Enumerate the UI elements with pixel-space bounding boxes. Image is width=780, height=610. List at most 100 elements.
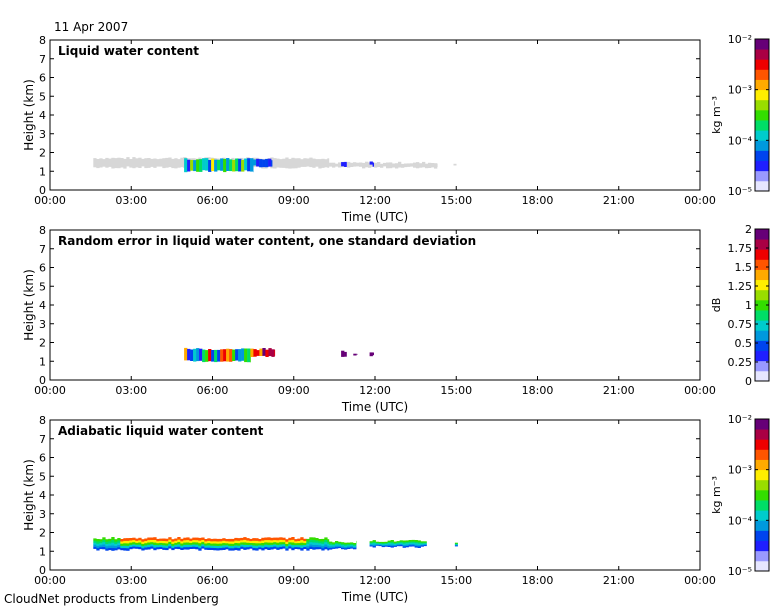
layer-cell [276,537,280,541]
layer-cell [255,538,259,541]
layer-cell [255,540,259,544]
layer-cell [177,539,181,543]
colorbar-swatch [755,299,769,311]
layer-cell [93,540,97,543]
layer-cell [282,537,286,541]
gray-cloud-cell [350,162,354,167]
layer-cell [204,547,208,550]
gray-cloud-cell [356,162,360,167]
data-cell [214,159,218,172]
gray-cloud-cell [297,158,301,168]
y-tick-label: 2 [39,337,46,350]
colorbar-label: kg m⁻³ [710,476,723,514]
layer-cell [219,538,223,542]
layer-cell [420,542,424,544]
layer-cell [114,545,118,549]
colorbar-swatch [755,340,769,351]
layer-cell [219,543,223,546]
layer-cell [183,544,187,548]
layer-cell [159,544,163,547]
y-axis-label: Height (km) [22,79,36,150]
layer-cell [294,539,298,542]
layer-cell [332,543,336,546]
layer-cell [168,546,172,549]
gray-cloud-cell [111,157,115,169]
colorbar-swatch [755,89,769,101]
layer-cell [189,544,193,547]
data-cell [193,160,197,172]
layer-cell [261,540,265,543]
layer-cell [144,547,148,550]
colorbar-tick-label: 0.25 [728,356,753,369]
colorbar-swatch [755,279,769,291]
layer-cell [454,544,458,545]
layer-cell [369,544,373,546]
colorbar-swatch [755,540,769,552]
data-cell [187,159,191,172]
layer-cell [303,546,307,549]
gray-cloud-cell [335,163,339,167]
data-cell [256,158,260,167]
layer-cell [273,544,277,547]
data-cell [259,159,263,168]
layer-cell [117,544,121,548]
layer-cell [123,538,127,541]
gray-cloud-cell [144,158,148,169]
y-tick-label: 8 [39,414,46,427]
gray-cloud-cell [386,162,390,169]
colorbar-tick-label: 1.5 [735,261,753,274]
layer-cell [393,545,397,547]
data-layer [184,347,374,363]
layer-cell [156,540,160,544]
data-cell [196,348,200,362]
data-cell [356,353,358,355]
gray-cloud-cell [105,157,109,168]
layer-cell [300,537,304,541]
layer-cell [237,543,241,546]
layer-cell [312,547,316,550]
data-cell [259,348,263,356]
layer-cell [222,538,226,541]
gray-cloud-cell [347,161,351,168]
layer-cell [279,537,283,540]
colorbar-tick-label: 10⁻⁴ [728,514,753,527]
gray-cloud-cell [368,162,372,168]
data-cell [193,348,197,362]
layer-cell [332,546,336,548]
layer-cell [177,537,181,540]
gray-cloud-cell [282,158,286,168]
y-tick-label: 7 [39,53,46,66]
layer-cell [335,543,339,546]
x-tick-label: 00:00 [684,194,716,207]
layer-cell [147,537,151,541]
layer-cell [237,545,241,549]
layer-cell [195,544,199,547]
gray-cloud-cell [120,158,124,168]
layer-cell [297,546,301,550]
colorbar-tick-label: 0.75 [728,318,753,331]
gray-cloud-cell [180,157,184,168]
gray-cloud-cell [318,159,322,169]
layer-cell [174,538,178,541]
layer-cell [180,547,184,550]
gray-cloud-cell [416,162,420,169]
layer-cell [129,542,133,545]
layer-cell [108,547,112,551]
gray-cloud-cell [108,158,112,167]
layer-cell [99,546,103,550]
layer-cell [120,547,124,551]
layer-cell [105,546,109,549]
layer-cell [237,547,241,551]
layer-cell [246,546,250,550]
layer-cell [318,546,322,550]
layer-cell [402,541,406,544]
layer-cell [396,543,400,545]
layer-cell [341,546,345,548]
colorbar-swatch [755,79,769,91]
layer-cell [399,544,403,547]
data-cell [220,349,224,362]
x-tick-label: 06:00 [197,574,229,587]
colorbar-tick-label: 0.5 [735,337,753,350]
layer-cell [168,537,172,540]
gray-cloud-cell [273,158,277,169]
